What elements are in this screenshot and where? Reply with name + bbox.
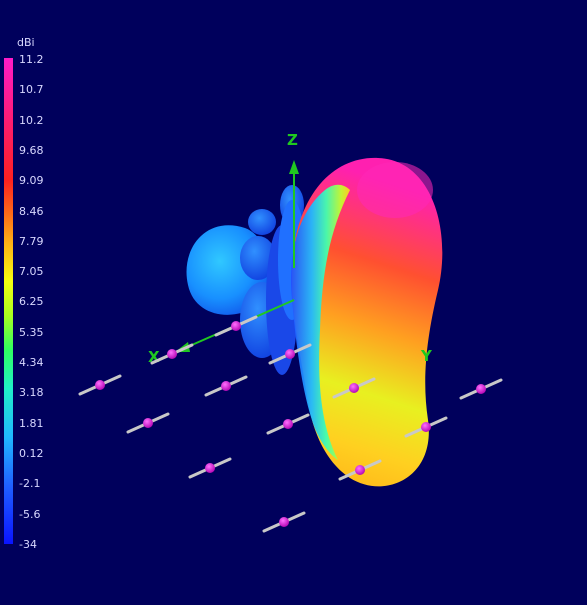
dipole-element bbox=[214, 315, 258, 337]
dipole-element bbox=[268, 343, 312, 365]
main-lobe bbox=[290, 157, 443, 487]
legend-unit-label: dBi bbox=[17, 36, 35, 49]
colorbar-tick-label: -5.6 bbox=[19, 507, 41, 521]
feed-point bbox=[279, 517, 289, 527]
colorbar-tick-label: 7.79 bbox=[19, 234, 44, 248]
dipole-element bbox=[188, 457, 232, 479]
dipole-element bbox=[78, 374, 122, 396]
colorbar-tick-label: 10.2 bbox=[19, 113, 44, 127]
colorbar-tick-label: 3.18 bbox=[19, 386, 44, 400]
dipole-element bbox=[332, 377, 376, 399]
colorbar-tick-label: 6.25 bbox=[19, 295, 44, 309]
back-lobes bbox=[186, 185, 306, 375]
colorbar-tick-label: 4.34 bbox=[19, 356, 44, 369]
feed-point bbox=[221, 381, 231, 391]
feed-point bbox=[349, 383, 359, 393]
colorbar-tick-label: -34 bbox=[19, 537, 37, 551]
feed-point bbox=[285, 349, 295, 359]
dipole-element bbox=[150, 343, 194, 365]
gain-colorbar bbox=[4, 58, 13, 544]
feed-point bbox=[231, 321, 241, 331]
colorbar-tick-label: 11.2 bbox=[19, 53, 44, 66]
dipole-element bbox=[262, 511, 306, 533]
feed-point bbox=[205, 463, 215, 473]
dipole-element bbox=[459, 378, 503, 400]
feed-point bbox=[476, 384, 486, 394]
colorbar-tick-label: 0.12 bbox=[19, 446, 44, 460]
colorbar-tick-label: -2.1 bbox=[19, 477, 41, 491]
colorbar-tick-label: 9.09 bbox=[19, 174, 44, 188]
feed-point bbox=[143, 418, 153, 428]
colorbar-tick-label: 9.68 bbox=[19, 143, 44, 157]
dipole-element bbox=[404, 416, 448, 438]
colorbar-tick-label: 1.81 bbox=[19, 416, 44, 430]
feed-point bbox=[95, 380, 105, 390]
dipole-element bbox=[266, 413, 310, 435]
antenna-array-elements bbox=[78, 315, 503, 533]
dipole-element bbox=[126, 412, 170, 434]
feed-point bbox=[167, 349, 177, 359]
feed-point bbox=[355, 465, 365, 475]
y-axis-label: Y bbox=[420, 347, 433, 365]
z-axis-label: Z bbox=[287, 131, 298, 149]
feed-point bbox=[283, 419, 293, 429]
colorbar-tick-label: 8.46 bbox=[19, 204, 44, 218]
dipole-element bbox=[204, 375, 248, 397]
feed-point bbox=[421, 422, 431, 432]
colorbar-tick-label: 5.35 bbox=[19, 325, 44, 339]
dipole-element bbox=[338, 459, 382, 481]
colorbar-tick-label: 7.05 bbox=[19, 265, 44, 279]
colorbar-tick-label: 10.7 bbox=[19, 83, 44, 97]
z-axis-arrowhead bbox=[289, 160, 299, 174]
